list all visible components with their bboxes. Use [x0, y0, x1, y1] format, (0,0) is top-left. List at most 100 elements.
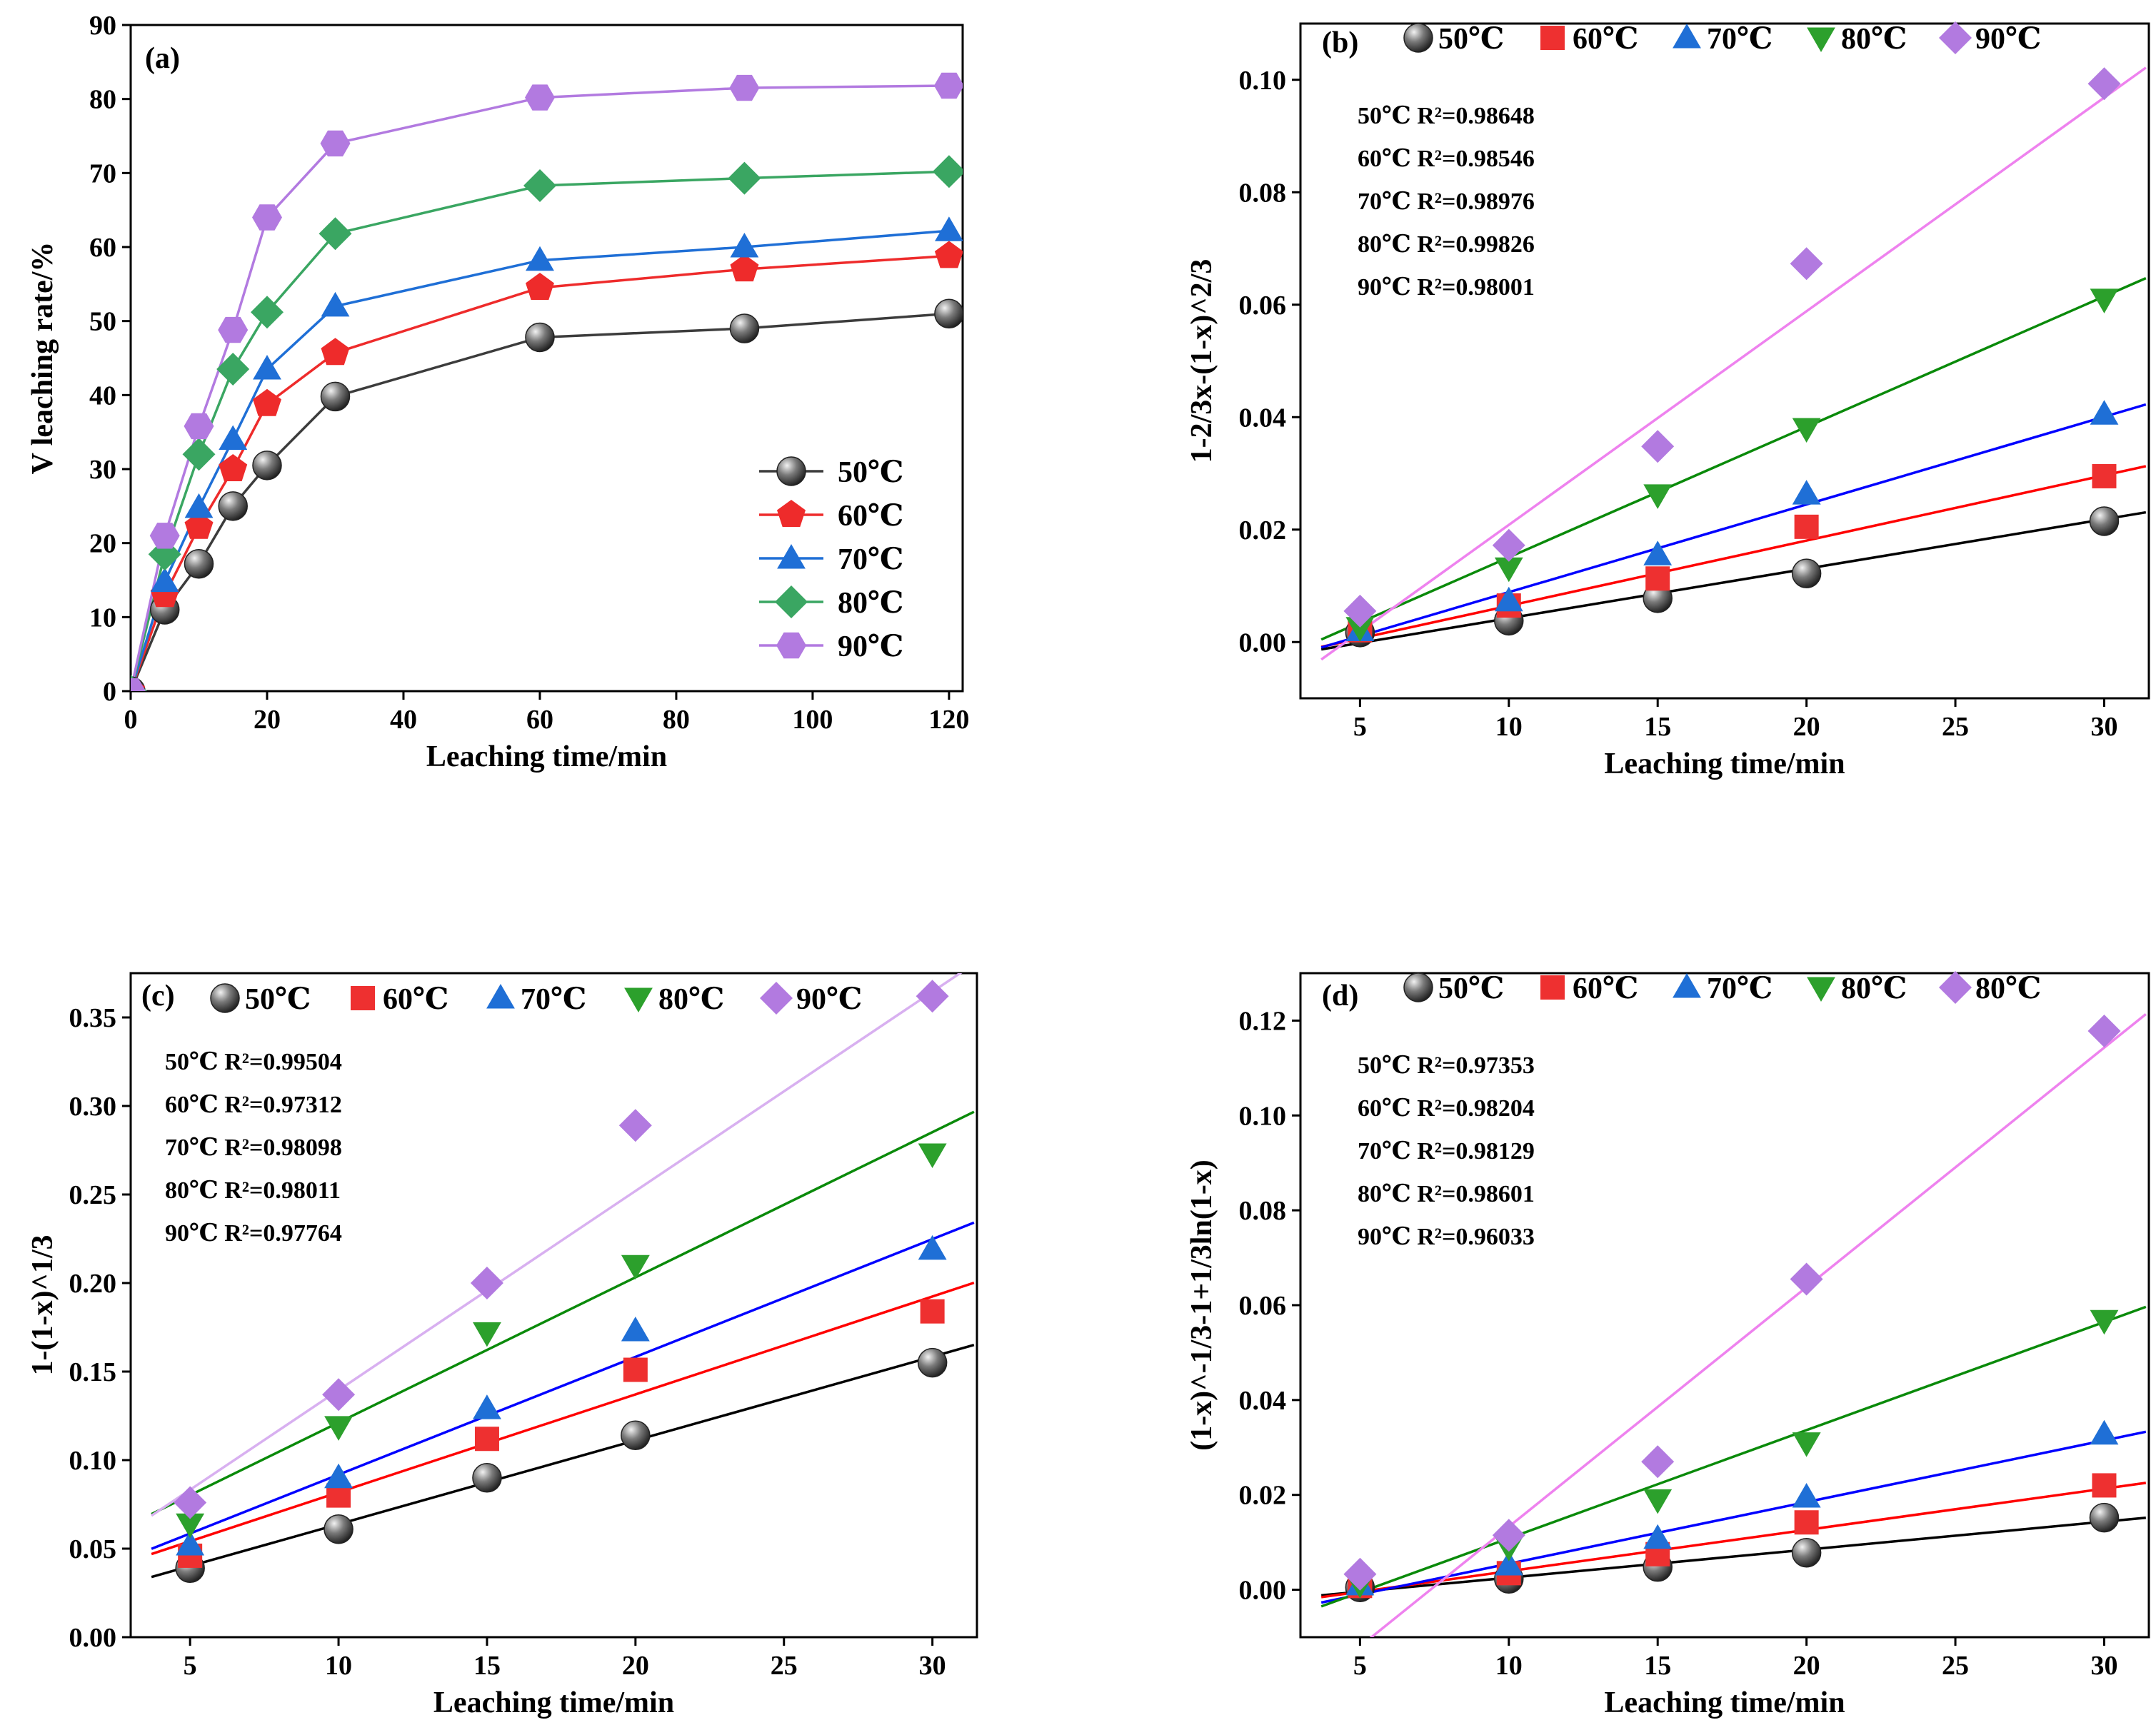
panel-a-data-point — [730, 233, 759, 258]
panel-a-y-tick-label: 70 — [89, 159, 116, 188]
panel-b-plot-area — [1320, 66, 2147, 661]
panel-c-data-point — [916, 980, 949, 1013]
panel-a-legend-label: 50℃ — [838, 456, 903, 489]
panel-d-r2-annotation: 90℃ R²=0.96033 — [1358, 1224, 1535, 1250]
panel-d-plot-area — [1320, 1012, 2147, 1637]
panel-c-data-point — [324, 1416, 353, 1441]
panel-c-legend-marker — [760, 982, 793, 1015]
panel-a-data-point — [933, 72, 963, 99]
panel-a-x-tick-label: 120 — [928, 705, 969, 735]
panel-d-r2-annotation: 80℃ R²=0.98601 — [1358, 1181, 1535, 1207]
panel-c-plot-area — [151, 973, 975, 1584]
panel-a-data-point — [523, 169, 556, 202]
panel-d-data-point — [1494, 1551, 1523, 1576]
panel-a-data-point — [525, 322, 555, 353]
panel-c-r2-annotation: 50℃ R²=0.99504 — [165, 1049, 342, 1075]
panel-b-x-tick-label: 5 — [1353, 712, 1367, 742]
panel-d-x-tick-label: 25 — [1942, 1651, 1969, 1681]
panel-a-y-axis-title: V leaching rate/% — [26, 242, 59, 475]
panel-c-x-tick-label: 30 — [919, 1651, 946, 1681]
panel-d-data-point — [1794, 1510, 1819, 1535]
panel-b-legend-marker — [1403, 23, 1433, 53]
panel-c-legend-label: 60℃ — [383, 983, 448, 1016]
panel-b-data-point — [2087, 67, 2121, 101]
panel-d-data-point — [1643, 1524, 1673, 1549]
panel-b-plot-frame — [1299, 22, 2150, 700]
panel-c-data-point — [618, 1109, 652, 1142]
panel-c-fit-line-1 — [151, 1281, 975, 1556]
panel-c-x-tick-label: 5 — [184, 1651, 197, 1681]
panel-d-legend-label: 70℃ — [1707, 972, 1773, 1005]
panel-d-r2-annotation: 70℃ R²=0.98129 — [1358, 1138, 1535, 1165]
panel-c-x-tick-label: 10 — [325, 1651, 352, 1681]
panel-c-y-tick-label: 0.00 — [69, 1623, 117, 1653]
panel-c-data-point — [474, 1427, 499, 1452]
panel-a-data-point — [131, 678, 146, 691]
panel-d-y-tick-label: 0.10 — [1239, 1101, 1287, 1131]
panel-d-y-tick-label: 0.02 — [1239, 1481, 1287, 1511]
panel-d-tag: (d) — [1322, 980, 1358, 1012]
panel-b-x-axis-title: Leaching time/min — [1604, 748, 1845, 780]
panel-b-legend-marker — [1673, 24, 1701, 49]
panel-c-legend-label: 80℃ — [658, 983, 724, 1016]
panel-d-data-point — [2089, 1502, 2120, 1533]
panel-c-r2-annotation: 80℃ R²=0.98011 — [165, 1177, 341, 1204]
panel-d-data-point — [1492, 1519, 1525, 1552]
panel-b-data-point — [1345, 617, 1375, 642]
panel-b-fit-line-1 — [1320, 465, 2147, 648]
panel-b-data-point — [1641, 430, 1675, 463]
panel-d-data-point — [2090, 1419, 2119, 1445]
panel-d-data-point — [1343, 1557, 1377, 1591]
panel-a-data-point — [216, 353, 250, 386]
panel-a-tag: (a) — [145, 42, 180, 75]
panel-d-data-point — [1791, 1538, 1822, 1568]
panel-d-data-point — [1641, 1445, 1675, 1479]
panel-b-r2-annotation: 80℃ R²=0.99826 — [1358, 231, 1535, 258]
panel-b-data-point — [1343, 594, 1377, 628]
panel-d-fit-line-4 — [1369, 1012, 2147, 1637]
panel-d-legend-marker — [1403, 972, 1433, 1002]
panel-b-y-tick-label: 0.08 — [1239, 178, 1287, 208]
panel-c-y-tick-label: 0.20 — [69, 1269, 117, 1299]
panel-a-x-tick-label: 40 — [390, 705, 417, 735]
panel-b-data-point — [2089, 506, 2120, 536]
panel-a-x-tick-label: 20 — [254, 705, 281, 735]
panel-c-tag: (c) — [141, 980, 175, 1012]
panel-a-data-point — [251, 296, 284, 329]
panel-c-y-tick-label: 0.10 — [69, 1446, 117, 1476]
panel-a-x-tick-label: 100 — [792, 705, 833, 735]
panel-a-legend-label: 70℃ — [838, 543, 903, 576]
panel-b-data-point — [1791, 558, 1822, 588]
panel-b-r2-annotation: 90℃ R²=0.98001 — [1358, 274, 1535, 301]
panel-c-legend-label: 90℃ — [796, 983, 862, 1016]
panel-b-data-point — [1792, 480, 1821, 505]
panel-d-legend-marker — [1673, 973, 1701, 998]
panel-d-data-point — [2087, 1015, 2121, 1047]
panel-a-data-point — [525, 84, 555, 111]
panel-d-fit-line-2 — [1320, 1430, 2147, 1604]
panel-a-data-point — [149, 523, 180, 549]
panel-a-data-point — [935, 216, 963, 241]
panel-a-legend-label: 90℃ — [838, 630, 903, 663]
panel-a-data-point — [184, 511, 214, 539]
panel-c-data-point — [473, 1394, 501, 1419]
panel-c-data-point — [472, 1463, 502, 1493]
panel-b-legend-label: 50℃ — [1438, 23, 1504, 56]
panel-d-y-tick-label: 0.00 — [1239, 1576, 1287, 1606]
panel-c-data-point — [917, 1347, 948, 1378]
panel-a-y-tick-label: 50 — [89, 307, 116, 337]
panel-d-legend-label: 60℃ — [1573, 972, 1638, 1005]
panel-a-legend-marker — [776, 456, 806, 486]
panel-b-data-point — [1645, 566, 1670, 591]
panel-d-x-tick-label: 10 — [1495, 1651, 1523, 1681]
panel-d-x-tick-label: 30 — [2090, 1651, 2117, 1681]
panel-b-legend-marker — [1939, 21, 1972, 54]
panel-b-data-point — [1643, 484, 1673, 509]
panel-c-y-axis-title: 1-(1-x)^1/3 — [26, 1234, 59, 1375]
panel-d-y-tick-label: 0.04 — [1239, 1386, 1287, 1416]
panel-b-y-tick-label: 0.04 — [1239, 403, 1287, 433]
panel-c-data-point — [623, 1357, 648, 1382]
panel-d-r2-annotation: 60℃ R²=0.98204 — [1358, 1095, 1535, 1122]
panel-b-data-point — [1643, 540, 1673, 565]
panel-b-data-point — [2090, 400, 2119, 425]
